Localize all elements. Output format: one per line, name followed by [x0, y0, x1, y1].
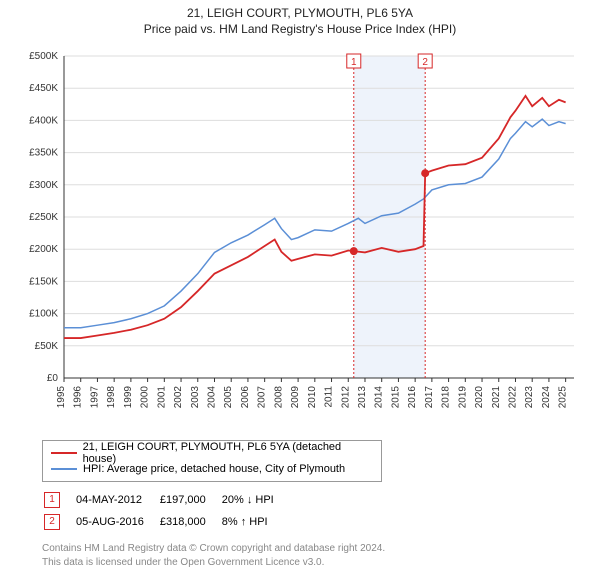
legend-label: 21, LEIGH COURT, PLYMOUTH, PL6 5YA (deta… — [83, 441, 373, 465]
series-hpi — [64, 119, 566, 328]
x-tick-label: 2000 — [140, 386, 151, 409]
sale-dot — [421, 169, 429, 177]
x-tick-label: 1996 — [73, 386, 84, 409]
sale-price: £197,000 — [160, 490, 220, 510]
sale-badge: 2 — [44, 514, 60, 530]
y-tick-label: £50K — [35, 341, 59, 352]
x-tick-label: 2018 — [441, 386, 452, 409]
chart-container: 21, LEIGH COURT, PLYMOUTH, PL6 5YA Price… — [0, 0, 600, 560]
marker-badge-num: 2 — [422, 57, 428, 68]
footer-line-1: Contains HM Land Registry data © Crown c… — [42, 542, 590, 556]
x-tick-label: 2005 — [223, 386, 234, 409]
chart-title: 21, LEIGH COURT, PLYMOUTH, PL6 5YA — [10, 6, 590, 20]
y-tick-label: £0 — [47, 373, 59, 384]
x-tick-label: 2021 — [491, 386, 502, 409]
sale-diff: 20% ↓ HPI — [222, 490, 288, 510]
x-tick-label: 2013 — [357, 386, 368, 409]
x-tick-label: 2002 — [173, 386, 184, 409]
legend: 21, LEIGH COURT, PLYMOUTH, PL6 5YA (deta… — [42, 440, 382, 482]
legend-swatch — [51, 452, 77, 454]
x-tick-label: 1995 — [56, 386, 67, 409]
y-tick-label: £300K — [29, 180, 58, 191]
y-tick-label: £100K — [29, 309, 58, 320]
y-tick-label: £250K — [29, 212, 58, 223]
y-tick-label: £350K — [29, 148, 58, 159]
sale-date: 05-AUG-2016 — [76, 512, 158, 532]
y-tick-label: £500K — [29, 51, 58, 62]
sale-date: 04-MAY-2012 — [76, 490, 158, 510]
sale-row: 2 05-AUG-2016£318,0008% ↑ HPI — [44, 512, 288, 532]
x-tick-label: 1999 — [123, 386, 134, 409]
x-tick-label: 2020 — [474, 386, 485, 409]
sales-table: 1 04-MAY-2012£197,00020% ↓ HPI 2 05-AUG-201… — [42, 488, 290, 534]
x-tick-label: 2022 — [507, 386, 518, 409]
y-tick-label: £200K — [29, 244, 58, 255]
x-tick-label: 2014 — [374, 386, 385, 409]
marker-badge-num: 1 — [351, 57, 357, 68]
chart-svg: £0 £50K £100K £150K £200K £250K £300K £350K £400… — [20, 46, 580, 436]
x-tick-label: 2016 — [407, 386, 418, 409]
legend-label: HPI: Average price, detached house, City… — [83, 463, 345, 475]
x-tick-label: 2012 — [340, 386, 351, 409]
x-tick-label: 2001 — [156, 386, 167, 409]
x-tick-label: 2004 — [206, 386, 217, 409]
y-tick-label: £450K — [29, 83, 58, 94]
x-tick-label: 2006 — [240, 386, 251, 409]
x-tick-label: 2015 — [390, 386, 401, 409]
chart-area: £0 £50K £100K £150K £200K £250K £300K £350K £400… — [20, 46, 580, 436]
footer-attribution: Contains HM Land Registry data © Crown c… — [42, 542, 590, 569]
legend-row: HPI: Average price, detached house, City… — [51, 461, 373, 477]
sale-row: 1 04-MAY-2012£197,00020% ↓ HPI — [44, 490, 288, 510]
x-tick-label: 2017 — [424, 386, 435, 409]
x-tick-label: 2025 — [558, 386, 569, 409]
y-tick-label: £150K — [29, 276, 58, 287]
x-tick-label: 2024 — [541, 386, 552, 409]
sale-dot — [350, 247, 358, 255]
sale-price: £318,000 — [160, 512, 220, 532]
x-tick-label: 2023 — [524, 386, 535, 409]
x-tick-label: 2019 — [457, 386, 468, 409]
footer-line-2: This data is licensed under the Open Gov… — [42, 556, 590, 569]
y-tick-label: £400K — [29, 115, 58, 126]
legend-swatch — [51, 468, 77, 470]
sale-diff: 8% ↑ HPI — [222, 512, 288, 532]
chart-subtitle: Price paid vs. HM Land Registry's House … — [10, 22, 590, 36]
x-tick-label: 2007 — [257, 386, 268, 409]
x-tick-label: 1997 — [89, 386, 100, 409]
x-tick-label: 1998 — [106, 386, 117, 409]
sale-badge: 1 — [44, 492, 60, 508]
x-tick-label: 2008 — [273, 386, 284, 409]
x-tick-label: 2011 — [324, 386, 335, 408]
x-tick-label: 2003 — [190, 386, 201, 409]
x-tick-label: 2009 — [290, 386, 301, 409]
x-tick-label: 2010 — [307, 386, 318, 409]
legend-row: 21, LEIGH COURT, PLYMOUTH, PL6 5YA (deta… — [51, 445, 373, 461]
